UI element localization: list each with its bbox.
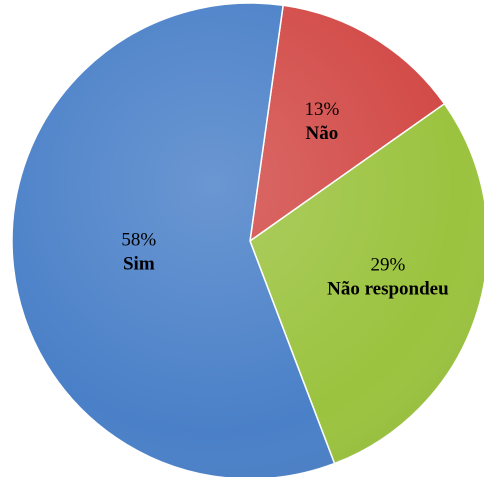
value-label-nao: 13% (305, 99, 340, 120)
pie-slices (11, 2, 484, 480)
value-label-nao-respondeu: 29% (370, 255, 405, 276)
pie-labels: 13% Não 29% Não respondeu 58% Sim (121, 99, 449, 299)
category-label-nao-respondeu: Não respondeu (327, 279, 449, 300)
value-label-sim: 58% (121, 229, 156, 250)
category-label-nao: Não (306, 123, 339, 144)
category-label-sim: Sim (123, 253, 155, 274)
